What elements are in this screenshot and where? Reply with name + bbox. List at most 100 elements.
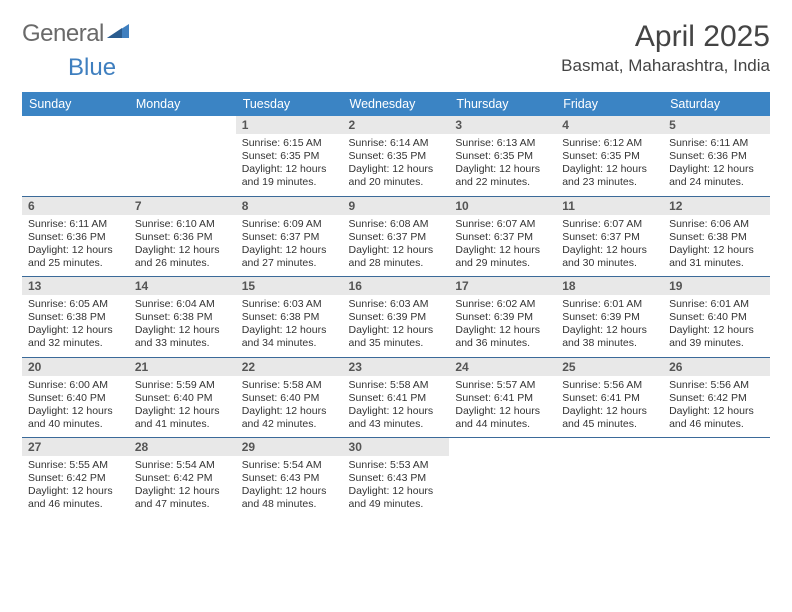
sunrise-line: Sunrise: 6:00 AM xyxy=(28,379,123,392)
sunrise-line: Sunrise: 6:02 AM xyxy=(455,298,550,311)
day-details: Sunrise: 5:58 AMSunset: 6:40 PMDaylight:… xyxy=(236,376,343,438)
sunrise-line: Sunrise: 5:57 AM xyxy=(455,379,550,392)
sunrise-line: Sunrise: 6:07 AM xyxy=(455,218,550,231)
daylight-line: Daylight: 12 hours and 23 minutes. xyxy=(562,163,657,189)
day-number: 30 xyxy=(343,438,450,456)
calendar-cell: 8Sunrise: 6:09 AMSunset: 6:37 PMDaylight… xyxy=(236,196,343,277)
sunrise-line: Sunrise: 5:56 AM xyxy=(669,379,764,392)
calendar-cell: 16Sunrise: 6:03 AMSunset: 6:39 PMDayligh… xyxy=(343,277,450,358)
calendar-cell: 30Sunrise: 5:53 AMSunset: 6:43 PMDayligh… xyxy=(343,438,450,518)
day-number: 14 xyxy=(129,277,236,295)
brand-name-2: Blue xyxy=(68,54,128,82)
calendar-row: 13Sunrise: 6:05 AMSunset: 6:38 PMDayligh… xyxy=(22,277,770,358)
daylight-line: Daylight: 12 hours and 32 minutes. xyxy=(28,324,123,350)
daylight-line: Daylight: 12 hours and 31 minutes. xyxy=(669,244,764,270)
sunset-line: Sunset: 6:35 PM xyxy=(562,150,657,163)
daylight-line: Daylight: 12 hours and 20 minutes. xyxy=(349,163,444,189)
daylight-line: Daylight: 12 hours and 36 minutes. xyxy=(455,324,550,350)
calendar-cell: 4Sunrise: 6:12 AMSunset: 6:35 PMDaylight… xyxy=(556,116,663,196)
sunset-line: Sunset: 6:42 PM xyxy=(28,472,123,485)
sunset-line: Sunset: 6:35 PM xyxy=(455,150,550,163)
daylight-line: Daylight: 12 hours and 29 minutes. xyxy=(455,244,550,270)
calendar-cell: 26Sunrise: 5:56 AMSunset: 6:42 PMDayligh… xyxy=(663,357,770,438)
calendar-row: 27 Sunrise: 5:55 AMSunset: 6:42 PM Dayligh… xyxy=(22,438,770,518)
day-details: Sunrise: 6:07 AMSunset: 6:37 PMDaylight:… xyxy=(556,215,663,277)
daylight-line: Daylight: 12 hours and 26 minutes. xyxy=(135,244,230,270)
day-number: 25 xyxy=(556,358,663,376)
calendar-cell: 17Sunrise: 6:02 AMSunset: 6:39 PMDayligh… xyxy=(449,277,556,358)
weekday-header: Wednesday xyxy=(343,92,450,116)
calendar-row: 6Sunrise: 6:11 AMSunset: 6:36 PMDaylight… xyxy=(22,196,770,277)
sunrise-line: Sunrise: 5:59 AM xyxy=(135,379,230,392)
sunset-line: Sunset: 6:40 PM xyxy=(242,392,337,405)
sunset-line: Sunset: 6:37 PM xyxy=(562,231,657,244)
sunset-line: Sunset: 6:37 PM xyxy=(242,231,337,244)
weekday-header: Thursday xyxy=(449,92,556,116)
calendar-cell: 5Sunrise: 6:11 AMSunset: 6:36 PMDaylight… xyxy=(663,116,770,196)
day-number: 28 xyxy=(129,438,236,456)
calendar-table: Sunday Monday Tuesday Wednesday Thursday… xyxy=(22,92,770,518)
calendar-cell: 3Sunrise: 6:13 AMSunset: 6:35 PMDaylight… xyxy=(449,116,556,196)
sunrise-line: Sunrise: 5:55 AM xyxy=(28,459,123,472)
calendar-cell: 10Sunrise: 6:07 AMSunset: 6:37 PMDayligh… xyxy=(449,196,556,277)
sunset-line: Sunset: 6:38 PM xyxy=(135,311,230,324)
day-number: 8 xyxy=(236,197,343,215)
day-number: 20 xyxy=(22,358,129,376)
sunset-line: Sunset: 6:39 PM xyxy=(455,311,550,324)
sunrise-line: Sunrise: 6:12 AM xyxy=(562,137,657,150)
day-number: 27 xyxy=(22,438,129,456)
daylight-line: Daylight: 12 hours and 48 minutes. xyxy=(242,485,337,511)
sunrise-line: Sunrise: 6:03 AM xyxy=(349,298,444,311)
day-details: Sunrise: 6:04 AMSunset: 6:38 PMDaylight:… xyxy=(129,295,236,357)
sunset-line: Sunset: 6:39 PM xyxy=(349,311,444,324)
day-number: 21 xyxy=(129,358,236,376)
sunrise-line: Sunrise: 6:11 AM xyxy=(28,218,123,231)
daylight-line: Daylight: 12 hours and 34 minutes. xyxy=(242,324,337,350)
calendar-cell: 18Sunrise: 6:01 AMSunset: 6:39 PMDayligh… xyxy=(556,277,663,358)
daylight-line: Daylight: 12 hours and 33 minutes. xyxy=(135,324,230,350)
sunset-line: Sunset: 6:42 PM xyxy=(669,392,764,405)
day-details: Sunrise: 5:53 AMSunset: 6:43 PMDaylight:… xyxy=(343,456,450,518)
calendar-cell: 20Sunrise: 6:00 AMSunset: 6:40 PMDayligh… xyxy=(22,357,129,438)
day-details: Sunrise: 6:00 AMSunset: 6:40 PMDaylight:… xyxy=(22,376,129,438)
daylight-line: Daylight: 12 hours and 46 minutes. xyxy=(669,405,764,431)
weekday-header: Friday xyxy=(556,92,663,116)
sunset-line: Sunset: 6:40 PM xyxy=(135,392,230,405)
sunset-line: Sunset: 6:38 PM xyxy=(669,231,764,244)
sunrise-line: Sunrise: 6:03 AM xyxy=(242,298,337,311)
sunset-line: Sunset: 6:43 PM xyxy=(242,472,337,485)
location: Basmat, Maharashtra, India xyxy=(561,56,770,76)
day-number: 6 xyxy=(22,197,129,215)
sunrise-line: Sunrise: 6:10 AM xyxy=(135,218,230,231)
day-details: Sunrise: 6:11 AMSunset: 6:36 PMDaylight:… xyxy=(22,215,129,277)
day-number: 24 xyxy=(449,358,556,376)
day-details: Sunrise: 5:58 AMSunset: 6:41 PMDaylight:… xyxy=(343,376,450,438)
sunset-line: Sunset: 6:40 PM xyxy=(669,311,764,324)
day-details: Sunrise: 6:09 AMSunset: 6:37 PMDaylight:… xyxy=(236,215,343,277)
day-number: 2 xyxy=(343,116,450,134)
daylight-line: Daylight: 12 hours and 40 minutes. xyxy=(28,405,123,431)
day-number: 29 xyxy=(236,438,343,456)
day-details: Sunrise: 5:56 AMSunset: 6:42 PMDaylight:… xyxy=(663,376,770,438)
sunset-line: Sunset: 6:37 PM xyxy=(455,231,550,244)
day-number: 18 xyxy=(556,277,663,295)
calendar-cell: . xyxy=(663,438,770,518)
daylight-line: Daylight: 12 hours and 42 minutes. xyxy=(242,405,337,431)
day-details: Sunrise: 6:10 AMSunset: 6:36 PMDaylight:… xyxy=(129,215,236,277)
day-number: 19 xyxy=(663,277,770,295)
calendar-cell: . xyxy=(22,116,129,196)
day-details: Sunrise: 5:59 AMSunset: 6:40 PMDaylight:… xyxy=(129,376,236,438)
daylight-line: Daylight: 12 hours and 39 minutes. xyxy=(669,324,764,350)
sunset-line: Sunset: 6:41 PM xyxy=(455,392,550,405)
sunrise-line: Sunrise: 6:06 AM xyxy=(669,218,764,231)
day-details: Sunrise: 6:08 AMSunset: 6:37 PMDaylight:… xyxy=(343,215,450,277)
sunrise-line: Sunrise: 6:13 AM xyxy=(455,137,550,150)
calendar-cell: 23Sunrise: 5:58 AMSunset: 6:41 PMDayligh… xyxy=(343,357,450,438)
weekday-header: Monday xyxy=(129,92,236,116)
day-details: Sunrise: 6:03 AMSunset: 6:39 PMDaylight:… xyxy=(343,295,450,357)
day-number: 15 xyxy=(236,277,343,295)
calendar-cell: . xyxy=(449,438,556,518)
calendar-cell: 29Sunrise: 5:54 AMSunset: 6:43 PMDayligh… xyxy=(236,438,343,518)
day-details: Sunrise: 6:06 AMSunset: 6:38 PMDaylight:… xyxy=(663,215,770,277)
calendar-row: 20Sunrise: 6:00 AMSunset: 6:40 PMDayligh… xyxy=(22,357,770,438)
